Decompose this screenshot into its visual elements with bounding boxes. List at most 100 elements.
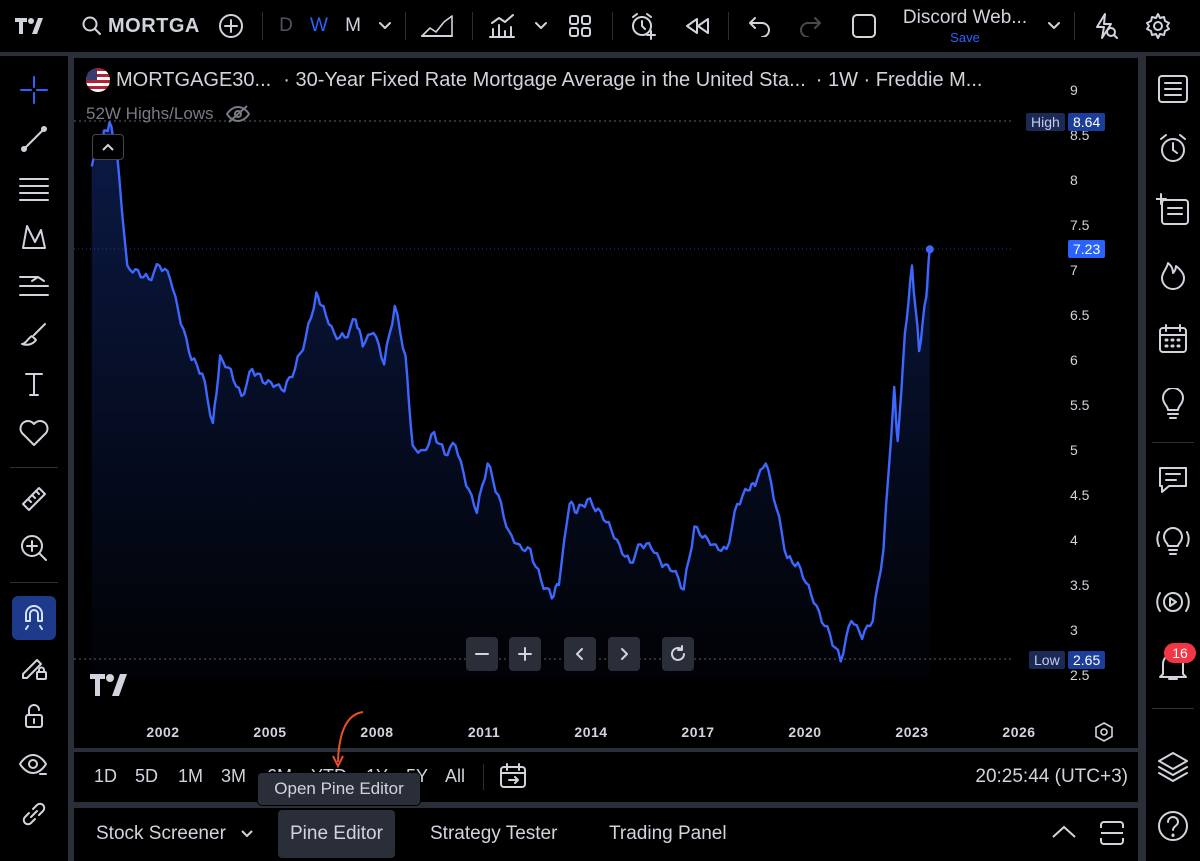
price-label: 4.5 <box>1070 487 1090 503</box>
interval-dropdown[interactable] <box>374 0 396 52</box>
replay-button[interactable] <box>680 0 714 52</box>
indicator-name: 52W Highs/Lows <box>86 104 214 123</box>
tab-label: Trading Panel <box>609 823 727 844</box>
zoom-in-button[interactable] <box>509 637 541 671</box>
videos-button[interactable] <box>1151 580 1195 624</box>
stay-in-drawing-mode-tool[interactable] <box>12 645 56 689</box>
maximize-icon <box>1100 821 1124 845</box>
scroll-left-button[interactable] <box>564 637 596 671</box>
tradingview-logo-icon[interactable] <box>14 0 50 52</box>
watchlist-button[interactable] <box>1151 67 1195 111</box>
divider <box>1152 708 1194 709</box>
undo-button[interactable] <box>744 0 776 52</box>
ideas-button[interactable] <box>1151 382 1195 426</box>
zoom-in-tool[interactable] <box>12 526 56 570</box>
hotlists-button[interactable] <box>1151 252 1195 296</box>
tab-stock-screener[interactable]: Stock Screener <box>84 810 266 858</box>
layout-save-label: Save <box>950 30 980 45</box>
zoom-in-icon <box>21 535 47 561</box>
right-sidebar <box>1146 56 1200 861</box>
divider <box>483 764 484 790</box>
indicators-dropdown[interactable] <box>530 0 552 52</box>
current-price-tag: 7.23 <box>1068 240 1106 258</box>
divider <box>1074 12 1075 40</box>
alerts-button[interactable] <box>1151 127 1195 171</box>
price-label: 8.5 <box>1070 127 1090 143</box>
magnet-mode-tool[interactable] <box>12 596 56 640</box>
chats-button[interactable] <box>1151 458 1195 502</box>
price-label: 7.5 <box>1070 217 1090 233</box>
brush-tool[interactable] <box>12 313 56 357</box>
go-to-date-button[interactable] <box>498 762 528 795</box>
eye-off-icon[interactable] <box>225 104 250 124</box>
chevron-down-icon <box>241 830 253 838</box>
chart-pane[interactable]: MORTGAGE30... · 30-Year Fixed Rate Mortg… <box>74 58 1138 748</box>
range-1m[interactable]: 1M <box>178 766 204 786</box>
object-tree-button[interactable] <box>1151 187 1195 231</box>
trend-line-tool[interactable] <box>12 117 56 161</box>
search-icon <box>82 16 101 35</box>
layouts-button[interactable] <box>564 0 596 52</box>
price-label: 7 <box>1070 262 1078 278</box>
indicators-button[interactable] <box>486 0 518 52</box>
interval-m[interactable]: M <box>345 15 361 36</box>
price-label: 6 <box>1070 352 1078 368</box>
redo-button[interactable] <box>794 0 826 52</box>
range-5d[interactable]: 5D <box>135 766 159 786</box>
measure-tool[interactable] <box>12 477 56 521</box>
notification-count-badge: 16 <box>1164 643 1196 663</box>
clock[interactable]: 20:25:44 (UTC+3) <box>975 766 1128 787</box>
year-label: 2014 <box>574 724 608 740</box>
streams-button[interactable] <box>1151 520 1195 564</box>
range-all[interactable]: All <box>445 766 466 786</box>
text-tool[interactable] <box>12 362 56 406</box>
pencil-lock-icon <box>22 659 47 680</box>
indicator-legend[interactable]: 52W Highs/Lows <box>86 104 250 124</box>
axis-settings-button[interactable] <box>1092 720 1116 744</box>
chart-type-button[interactable] <box>418 0 456 52</box>
price-label: 5.5 <box>1070 397 1090 413</box>
crosshair-tool[interactable] <box>12 68 56 112</box>
grid-icon <box>569 15 591 37</box>
tab-pine-editor[interactable]: Pine Editor <box>278 810 395 858</box>
layout-name-button[interactable]: Discord Web... Save <box>885 0 1045 52</box>
trend-line-icon <box>21 126 47 152</box>
alert-button[interactable] <box>626 0 662 52</box>
scroll-right-button[interactable] <box>608 637 640 671</box>
fire-icon <box>1161 262 1185 290</box>
maximize-panel-button[interactable] <box>1098 820 1126 851</box>
range-3m[interactable]: 3M <box>221 766 247 786</box>
quick-search-button[interactable] <box>1088 0 1122 52</box>
remove-drawings-tool[interactable] <box>12 792 56 836</box>
zoom-out-button[interactable] <box>466 637 498 671</box>
hide-drawings-tool[interactable] <box>12 743 56 787</box>
calendar-button[interactable] <box>1151 317 1195 361</box>
icon-tool[interactable] <box>12 411 56 455</box>
fullscreen-layout-button[interactable] <box>846 0 882 52</box>
layout-dropdown[interactable] <box>1044 0 1064 52</box>
pattern-tool[interactable] <box>12 215 56 259</box>
layers-button[interactable] <box>1151 744 1195 788</box>
expand-panel-button[interactable] <box>1050 820 1078 849</box>
heart-icon <box>19 420 49 446</box>
rewind-icon <box>686 18 709 34</box>
eye-icon <box>19 754 47 775</box>
question-circle-icon <box>1158 811 1188 841</box>
symbol-search[interactable]: MORTGA <box>82 0 200 52</box>
reset-chart-button[interactable] <box>662 637 694 671</box>
fib-tool[interactable] <box>12 166 56 210</box>
top-toolbar: MORTGA D W M Discord Web... Save <box>0 0 1200 52</box>
interval-d[interactable]: D <box>279 15 293 36</box>
interval-w[interactable]: W <box>310 15 328 36</box>
help-button[interactable] <box>1151 804 1195 848</box>
tab-trading-panel[interactable]: Trading Panel <box>597 810 739 858</box>
settings-button[interactable] <box>1140 0 1176 52</box>
collapse-legend-button[interactable] <box>92 134 124 160</box>
play-broadcast-icon <box>1156 592 1190 612</box>
tab-strategy-tester[interactable]: Strategy Tester <box>418 810 569 858</box>
symbol-legend[interactable]: MORTGAGE30... · 30-Year Fixed Rate Mortg… <box>86 68 982 92</box>
compare-symbol-button[interactable] <box>214 0 248 52</box>
range-1d[interactable]: 1D <box>94 766 118 786</box>
prediction-tool[interactable] <box>12 264 56 308</box>
lock-drawings-tool[interactable] <box>12 694 56 738</box>
